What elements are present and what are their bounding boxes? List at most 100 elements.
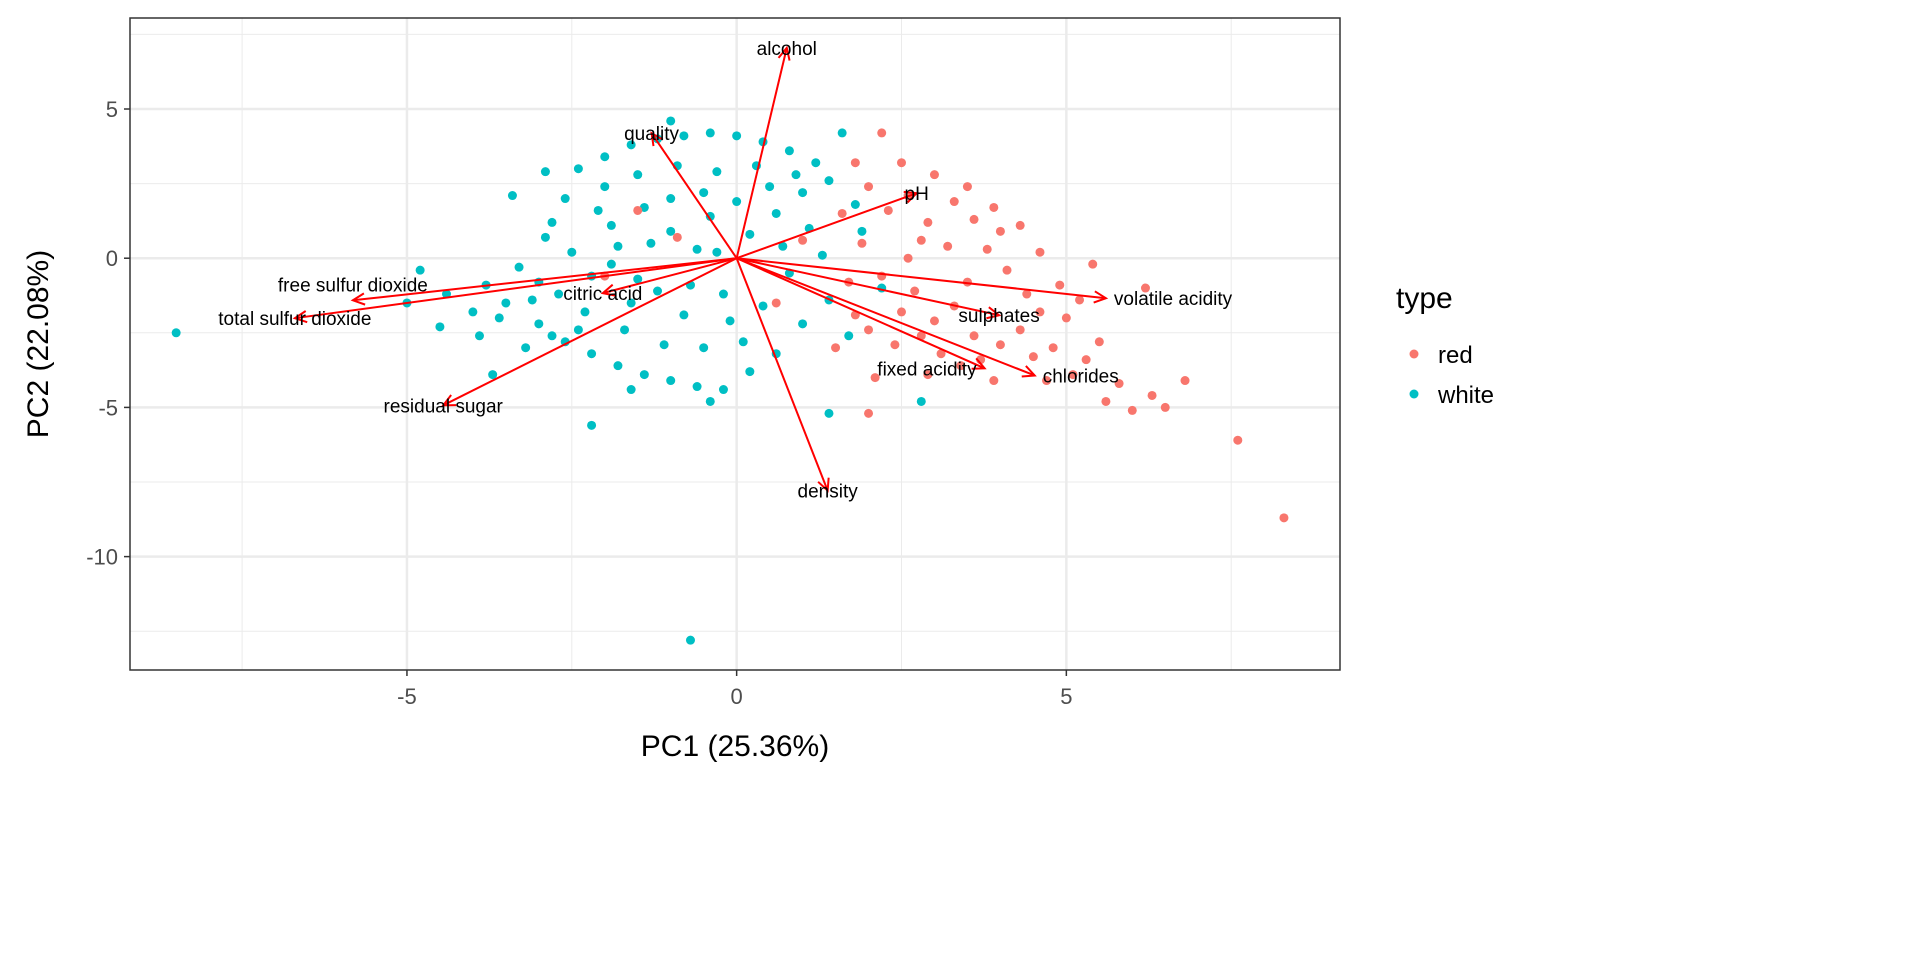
loading-label: alcohol: [757, 39, 817, 60]
loading-label: fixed acidity: [877, 359, 977, 380]
point-white: [600, 182, 610, 192]
point-white: [474, 331, 484, 341]
loading-arrow: [736, 192, 918, 260]
point-white: [626, 298, 636, 308]
y-tick-label: 0: [106, 246, 118, 271]
point-white: [626, 140, 636, 150]
series-red: [600, 128, 1289, 523]
point-white: [844, 331, 854, 341]
point-white: [778, 241, 788, 251]
point-white: [725, 316, 735, 326]
point-red: [1160, 402, 1170, 412]
point-red: [1035, 307, 1045, 317]
loading-label: quality: [624, 124, 679, 145]
point-white: [784, 146, 794, 156]
point-white: [534, 319, 544, 329]
loading-arrow: [294, 257, 737, 320]
loading-label: residual sugar: [384, 396, 504, 417]
legend-key-white: [1409, 389, 1419, 399]
point-white: [507, 191, 517, 201]
point-red: [864, 408, 874, 418]
point-white: [817, 250, 827, 260]
point-red: [1061, 313, 1071, 323]
point-white: [653, 286, 663, 296]
point-white: [442, 289, 452, 299]
x-tick-label: 5: [1060, 684, 1072, 709]
arrow-head: [777, 45, 791, 61]
panel-background: [130, 18, 1340, 670]
point-white: [620, 325, 630, 335]
point-red: [798, 235, 808, 245]
point-white: [560, 194, 570, 204]
x-axis-title: PC1 (25.36%): [641, 730, 829, 763]
loading-arrows: alcohol quality pH volatile acidity sulphate…: [218, 39, 1232, 503]
point-white: [738, 337, 748, 347]
point-red: [903, 253, 913, 263]
loading-arrow: [352, 257, 737, 302]
point-white: [587, 420, 597, 430]
point-red: [1114, 379, 1124, 389]
point-red: [864, 325, 874, 335]
point-white: [494, 313, 504, 323]
point-red: [1015, 220, 1025, 230]
point-red: [1022, 289, 1032, 299]
loading-arrow: [736, 257, 985, 370]
point-red: [1127, 405, 1137, 415]
point-red: [949, 197, 959, 207]
point-white: [626, 385, 636, 395]
point-red: [1048, 343, 1058, 353]
point-red: [1140, 283, 1150, 293]
point-red: [989, 202, 999, 212]
point-red: [969, 331, 979, 341]
point-red: [929, 316, 939, 326]
arrow-head: [986, 306, 1002, 320]
point-red: [896, 307, 906, 317]
point-red: [989, 376, 999, 386]
point-red: [1042, 376, 1052, 386]
point-red: [1075, 295, 1085, 305]
point-red: [1055, 280, 1065, 290]
legend-label-white: white: [1437, 382, 1494, 409]
point-white: [718, 385, 728, 395]
point-red: [771, 298, 781, 308]
point-red: [943, 241, 953, 251]
arrow-head: [350, 292, 366, 306]
point-red: [1068, 370, 1078, 380]
point-white: [685, 635, 695, 645]
point-white: [824, 176, 834, 186]
point-white: [580, 307, 590, 317]
point-red: [890, 340, 900, 350]
arrow-head: [1093, 290, 1109, 304]
point-white: [666, 194, 676, 204]
point-red: [896, 158, 906, 168]
point-red: [995, 226, 1005, 236]
point-red: [1028, 352, 1038, 362]
point-red: [923, 217, 933, 227]
point-white: [633, 274, 643, 284]
x-tick-label: -5: [397, 684, 417, 709]
point-white: [798, 319, 808, 329]
loading-arrow: [735, 47, 788, 259]
loading-label: volatile acidity: [1114, 289, 1233, 310]
point-red: [831, 343, 841, 353]
point-white: [514, 262, 524, 272]
arrow-head: [817, 477, 830, 493]
point-white: [606, 259, 616, 269]
loading-arrow: [735, 257, 829, 492]
point-white: [567, 247, 577, 257]
point-white: [798, 188, 808, 198]
legend-label-red: red: [1438, 342, 1473, 369]
point-red: [969, 214, 979, 224]
point-white: [791, 170, 801, 180]
point-red: [936, 349, 946, 359]
point-white: [745, 229, 755, 239]
axis-ticks: -5 0 5 5 0 -5 -10: [86, 97, 1072, 709]
point-red: [1094, 337, 1104, 347]
loading-label: citric acid: [563, 284, 642, 305]
point-white: [699, 188, 709, 198]
point-white: [666, 226, 676, 236]
point-white: [468, 307, 478, 317]
point-white: [613, 361, 623, 371]
point-white: [646, 238, 656, 248]
